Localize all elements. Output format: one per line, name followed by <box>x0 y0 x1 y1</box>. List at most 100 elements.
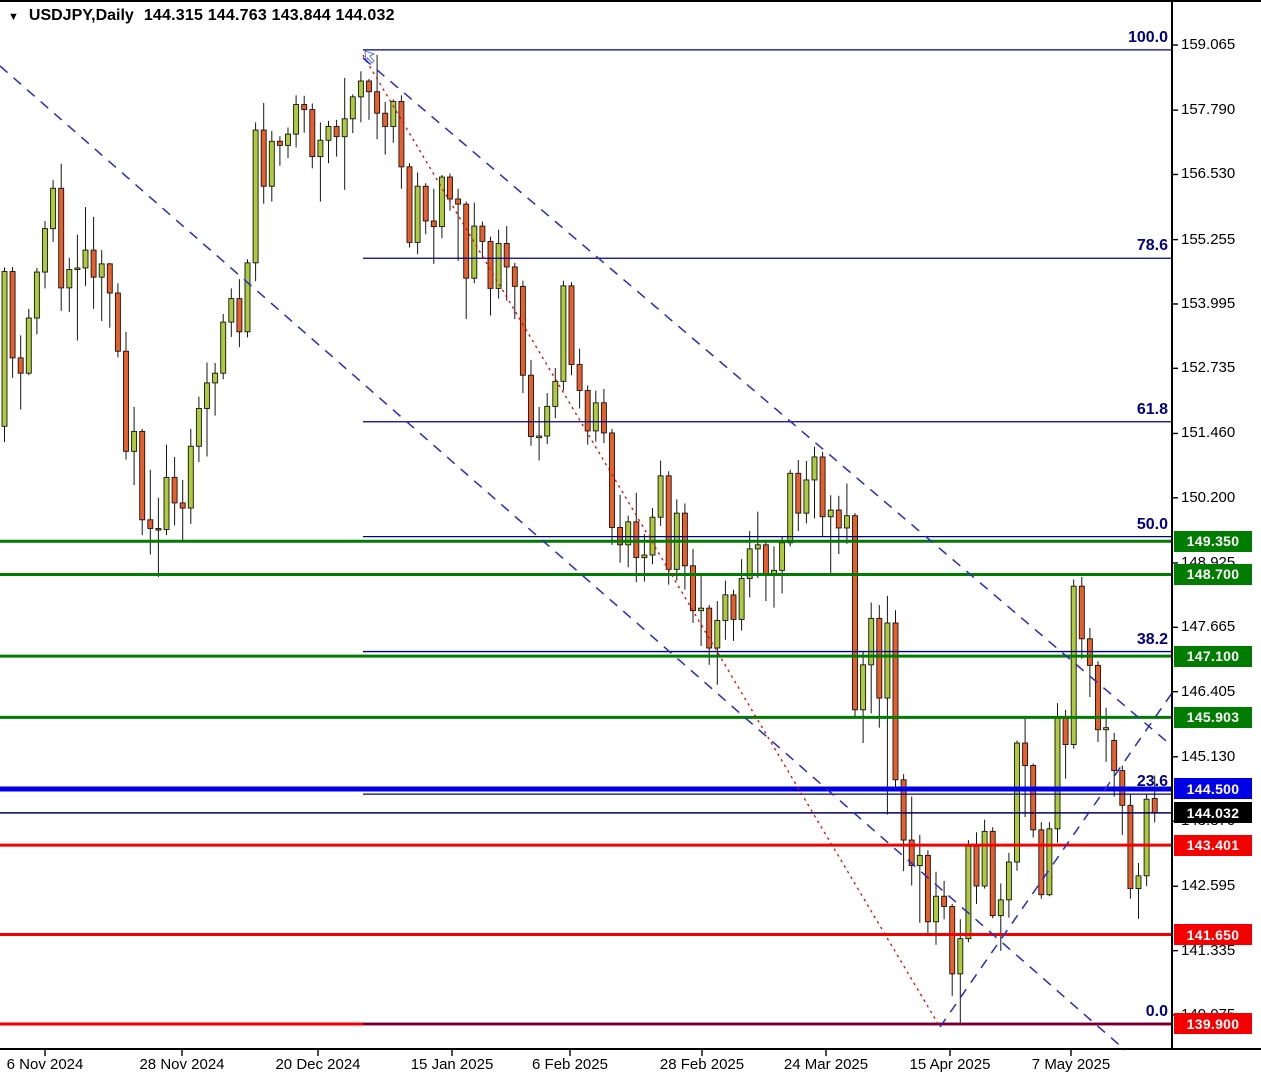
candle-down <box>576 364 583 392</box>
candle-down <box>528 374 534 437</box>
candle-up <box>1143 798 1150 877</box>
candle-up <box>42 228 48 273</box>
candle-down <box>382 112 389 127</box>
candle-down <box>171 476 178 504</box>
candle-down <box>584 390 591 432</box>
candle-down <box>17 357 24 374</box>
candle-down <box>665 475 672 570</box>
candle-up <box>1103 727 1110 731</box>
candle-up <box>641 554 648 559</box>
candle-up <box>438 176 445 228</box>
fib-level-label: 0.0 <box>1145 1002 1168 1020</box>
price-level-badge: 144.500 <box>1174 778 1252 800</box>
candle-down <box>1038 829 1045 896</box>
candle-down <box>835 509 842 529</box>
candle-down <box>1111 740 1118 772</box>
candle-up <box>98 263 105 278</box>
candle-up <box>1005 861 1012 901</box>
candle-up <box>317 139 324 158</box>
candle-up <box>933 895 939 923</box>
price-level-badge: 149.350 <box>1174 530 1252 552</box>
candle-up <box>592 402 599 432</box>
candle-up <box>698 607 705 612</box>
price-tick-label: 141.335 <box>1181 941 1236 959</box>
candle-down <box>989 830 996 917</box>
candle-down <box>1022 742 1029 766</box>
candle-down <box>236 298 243 333</box>
candle-down <box>633 521 640 559</box>
candle-down <box>941 895 948 907</box>
candles-layer <box>1 54 1158 1025</box>
candle-down <box>819 456 826 518</box>
price-tick-label: 146.405 <box>1181 682 1236 700</box>
candle-up <box>722 594 729 621</box>
candle-down <box>9 271 16 359</box>
candle-up <box>754 544 761 550</box>
date-tick-label: 6 Nov 2024 <box>6 1056 84 1073</box>
fib-level-label: 100.0 <box>1127 28 1168 46</box>
candle-down <box>762 544 769 575</box>
candle-up <box>536 435 543 439</box>
candle-down <box>900 779 907 841</box>
fib-level-label: 50.0 <box>1136 515 1168 533</box>
trendline-descending-channel-upper[interactable] <box>0 65 1126 1051</box>
candle-up <box>25 317 32 374</box>
candle-up <box>965 845 972 940</box>
candle-up <box>357 80 364 98</box>
trendline-descending-channel-lower[interactable] <box>362 57 1173 747</box>
candle-up <box>787 472 794 544</box>
candle-up <box>1014 742 1020 863</box>
candle-down <box>949 906 956 975</box>
candle-down <box>1095 664 1101 731</box>
candle-up <box>33 271 40 319</box>
candle-down <box>973 845 980 887</box>
candle-down <box>503 242 510 268</box>
ohlc-readout: 144.315 144.763 143.844 144.032 <box>143 7 395 24</box>
fib-level-label: 23.6 <box>1136 773 1168 791</box>
candle-down <box>398 100 405 168</box>
candle-down <box>260 129 267 187</box>
candle-down <box>374 91 381 114</box>
candle-up <box>1135 875 1142 890</box>
candle-down <box>600 402 607 434</box>
trendline-ascending-support[interactable] <box>939 692 1173 1028</box>
candle-up <box>268 140 275 187</box>
candle-up <box>843 515 850 529</box>
candle-up <box>244 262 251 333</box>
candle-up <box>228 298 235 323</box>
date-tick-label: 28 Feb 2025 <box>659 1056 745 1073</box>
candle-down <box>333 126 340 138</box>
price-level-badge: 148.700 <box>1174 563 1252 585</box>
date-tick-label: 15 Apr 2025 <box>909 1056 991 1073</box>
price-tick-label: 157.790 <box>1181 101 1236 119</box>
symbol-dropdown-icon[interactable]: ▼ <box>8 11 19 23</box>
candle-down <box>730 594 737 620</box>
candle-down <box>1078 585 1085 640</box>
candle-down <box>609 432 615 528</box>
date-tick-label: 28 Nov 2024 <box>139 1056 225 1073</box>
candle-up <box>50 187 57 230</box>
candle-down <box>455 198 462 205</box>
candle-down <box>447 176 453 200</box>
fibonacci-layer <box>362 49 1172 1028</box>
candle-up <box>252 129 259 264</box>
candle-down <box>463 203 470 279</box>
price-level-badge: 144.032 <box>1174 802 1252 824</box>
candle-up <box>131 430 138 452</box>
date-tick-label: 20 Dec 2024 <box>275 1056 361 1073</box>
candle-up <box>1 271 8 427</box>
date-tick-label: 7 May 2025 <box>1031 1056 1111 1073</box>
price-tick-label: 142.595 <box>1181 877 1236 895</box>
candle-up <box>163 476 170 530</box>
candle-down <box>123 350 129 452</box>
candle-down <box>1062 717 1069 745</box>
candle-up <box>495 242 502 289</box>
candle-up <box>1054 717 1061 830</box>
candle-up <box>325 126 332 141</box>
candle-down <box>924 854 931 923</box>
candle-up <box>803 479 810 514</box>
candle-up <box>860 664 867 711</box>
candle-up <box>957 938 964 975</box>
fib-level-label: 61.8 <box>1136 400 1168 418</box>
